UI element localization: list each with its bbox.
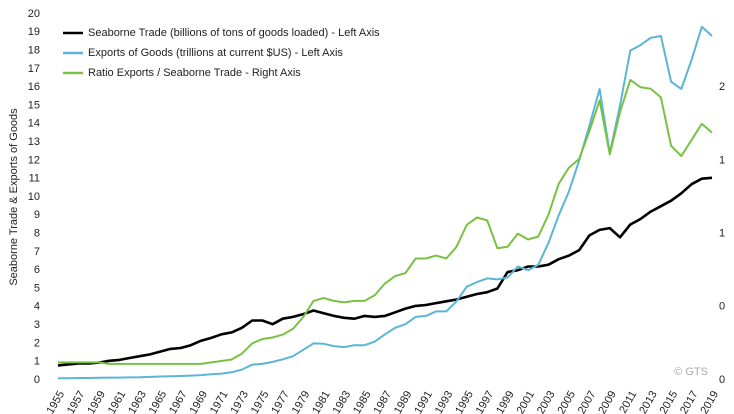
y-tick-label: 10 (28, 191, 40, 203)
y-tick-label: 8 (34, 228, 40, 240)
y-tick-label: 13 (28, 136, 40, 148)
y2-tick-label: 2 (719, 81, 725, 93)
y-tick-label: 1 (34, 356, 40, 368)
x-tick-label: 1977 (269, 389, 292, 414)
x-tick-label: 1967 (167, 389, 190, 414)
x-tick-label: 2009 (596, 389, 619, 414)
y-tick-label: 4 (34, 301, 40, 313)
y2-tick-label: 0 (719, 374, 725, 386)
x-tick-label: 2001 (515, 389, 538, 414)
y-tick-label: 12 (28, 154, 40, 166)
y-tick-label: 20 (28, 8, 40, 20)
annotation: © GTS (674, 366, 708, 378)
y2-tick-label: 0 (719, 301, 725, 313)
series-line (57, 176, 713, 367)
x-tick-label: 1985 (351, 389, 374, 414)
x-tick-label: 1987 (371, 389, 394, 414)
x-tick-label: 1969 (188, 389, 211, 414)
x-tick-label: 1981 (310, 389, 333, 414)
y-tick-label: 18 (28, 45, 40, 57)
x-tick-label: 1997 (474, 389, 497, 414)
y-axis-label: Seaborne Trade & Exports of Goods (8, 108, 20, 286)
y-tick-label: 19 (28, 26, 40, 38)
y-tick-label: 16 (28, 81, 40, 93)
y-tick-label: 6 (34, 264, 40, 276)
x-tick-label: 1993 (433, 389, 456, 414)
x-tick-label: 1979 (290, 389, 313, 414)
x-tick-label: 1983 (331, 389, 354, 414)
x-tick-label: 1991 (412, 389, 435, 414)
y-tick-label: 2 (34, 337, 40, 349)
x-tick-label: 2007 (576, 389, 599, 414)
x-tick-label: 1999 (494, 389, 517, 414)
y-tick-label: 7 (34, 246, 40, 258)
series-line (58, 78, 713, 365)
x-tick-label: 1963 (126, 389, 149, 414)
y-tick-label: 5 (34, 282, 40, 294)
x-tick-label: 1965 (147, 389, 170, 414)
y2-tick-label: 1 (719, 228, 725, 240)
y-tick-label: 15 (28, 99, 40, 111)
x-tick-label: 1957 (65, 389, 88, 414)
x-tick-label: 1973 (228, 389, 251, 414)
x-tick-label: 2013 (637, 389, 660, 414)
x-tick-label: 1959 (85, 389, 108, 414)
legend-label: Seaborne Trade (billions of tons of good… (88, 27, 380, 39)
x-tick-label: 1961 (106, 389, 129, 414)
legend-label: Exports of Goods (trillions at current $… (88, 47, 343, 59)
x-tick-label: 2015 (658, 389, 681, 414)
x-tick-label: 1971 (208, 389, 231, 414)
legend-label: Ratio Exports / Seaborne Trade - Right A… (88, 67, 301, 79)
x-tick-label: 1955 (44, 389, 67, 414)
x-tick-label: 1995 (453, 389, 476, 414)
y-tick-label: 11 (29, 173, 40, 185)
series-line (58, 25, 713, 380)
x-tick-label: 2019 (698, 389, 721, 414)
y-tick-label: 9 (34, 209, 40, 221)
x-tick-label: 2017 (678, 389, 701, 414)
y-tick-label: 17 (28, 63, 40, 75)
x-tick-label: 2005 (555, 389, 578, 414)
y2-tick-label: 1 (719, 154, 725, 166)
x-tick-label: 1975 (249, 389, 272, 414)
y-tick-label: 3 (34, 319, 40, 331)
y-tick-label: 0 (34, 374, 40, 386)
x-tick-label: 1989 (392, 389, 415, 414)
y-tick-label: 14 (28, 118, 40, 130)
x-tick-label: 2003 (535, 389, 558, 414)
